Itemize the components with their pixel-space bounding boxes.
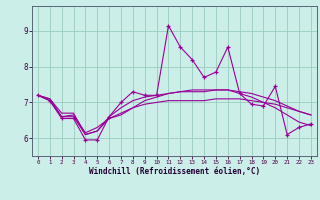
X-axis label: Windchill (Refroidissement éolien,°C): Windchill (Refroidissement éolien,°C): [89, 167, 260, 176]
